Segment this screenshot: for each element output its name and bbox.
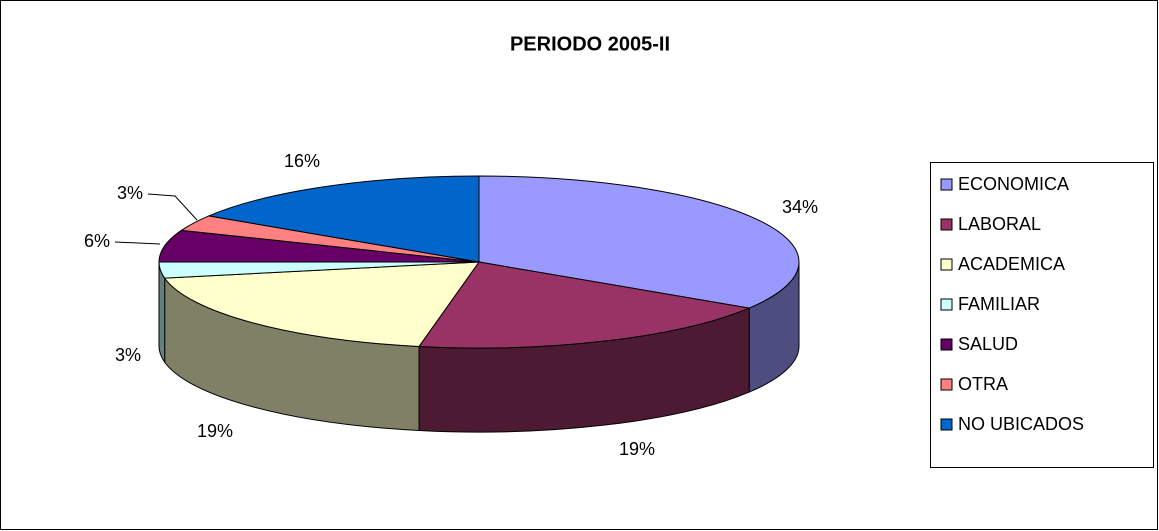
legend-swatch bbox=[940, 298, 953, 311]
legend-label: ACADEMICA bbox=[958, 254, 1065, 274]
data-label: 34% bbox=[782, 197, 818, 217]
legend-box bbox=[930, 162, 1154, 468]
legend-swatch bbox=[940, 338, 953, 351]
legend-label: SALUD bbox=[958, 334, 1018, 354]
pie-slice bbox=[163, 261, 481, 347]
legend-swatch bbox=[940, 418, 953, 431]
chart-title: PERIODO 2005-II bbox=[510, 33, 670, 55]
pie-slice bbox=[418, 261, 751, 349]
legend-label: NO UBICADOS bbox=[958, 414, 1084, 434]
data-label: 19% bbox=[619, 439, 655, 459]
legend-label: OTRA bbox=[958, 374, 1008, 394]
legend-swatch bbox=[940, 218, 953, 231]
legend-swatch bbox=[940, 178, 953, 191]
legend-label: ECONOMICA bbox=[958, 174, 1069, 194]
data-label: 19% bbox=[197, 421, 233, 441]
pie-slice bbox=[158, 229, 480, 263]
legend-swatch bbox=[940, 378, 953, 391]
legend-label: FAMILIAR bbox=[958, 294, 1040, 314]
data-label: 3% bbox=[115, 345, 141, 365]
legend-swatch bbox=[940, 258, 953, 271]
data-label: 3% bbox=[117, 183, 143, 203]
pie-slice bbox=[207, 175, 480, 263]
leader-line bbox=[147, 193, 198, 221]
data-label: 16% bbox=[284, 151, 320, 171]
legend-label: LABORAL bbox=[958, 214, 1041, 234]
data-label: 6% bbox=[84, 231, 110, 251]
leader-line bbox=[114, 241, 161, 245]
pie-slice bbox=[478, 175, 800, 309]
